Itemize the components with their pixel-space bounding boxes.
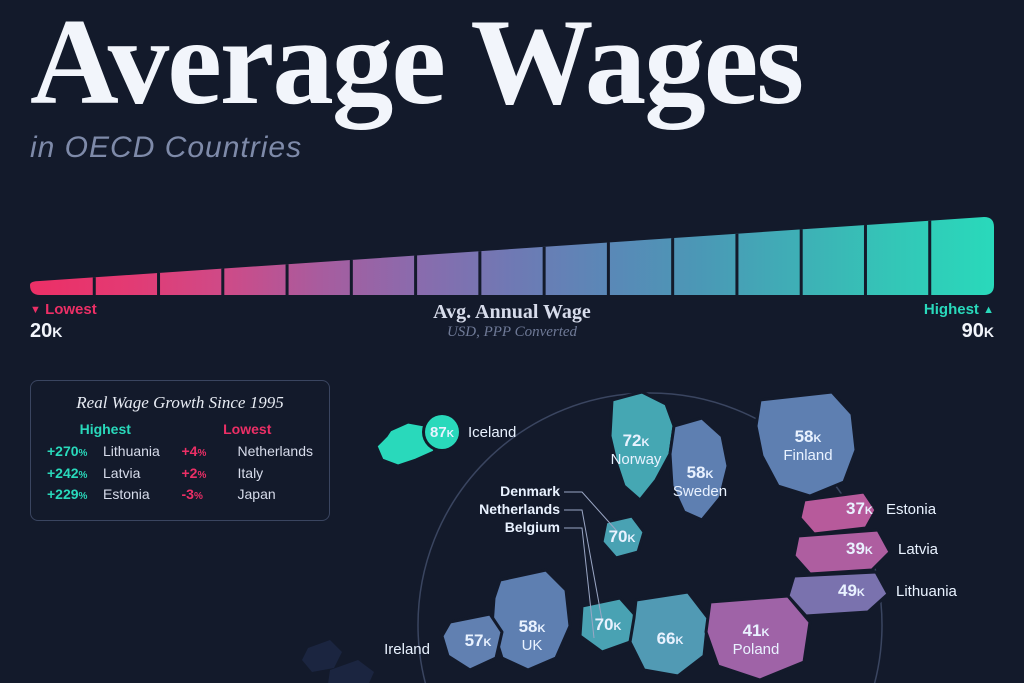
country-name: Poland xyxy=(733,641,780,658)
growth-row: +229%Estonia xyxy=(47,484,164,506)
europe-map: 87K Iceland72KNorway58KSweden58KFinland3… xyxy=(290,370,1010,683)
scale-wedge xyxy=(30,215,994,295)
scale-highest: Highest ▲ 90K xyxy=(924,301,994,343)
country-name: Norway xyxy=(611,451,662,468)
scale-center-label: Avg. Annual Wage USD, PPP Converted xyxy=(30,301,994,341)
country-name: UK xyxy=(522,637,543,654)
country-name: Finland xyxy=(783,447,832,464)
country-name: Ireland xyxy=(384,641,430,658)
leader-label: Denmark xyxy=(500,483,560,499)
page-subtitle: in OECD Countries xyxy=(30,131,1010,165)
growth-legend: Real Wage Growth Since 1995 Highest +270… xyxy=(30,380,330,521)
color-scale: ▼ Lowest 20K Avg. Annual Wage USD, PPP C… xyxy=(30,215,994,301)
country-name: Latvia xyxy=(898,541,939,558)
page-title: Average Wages xyxy=(30,0,1010,123)
country-name: Lithuania xyxy=(896,583,958,600)
triangle-up-icon: ▲ xyxy=(983,304,994,316)
country-name: Iceland xyxy=(468,424,516,441)
leader-label: Belgium xyxy=(505,519,560,535)
country-name: Estonia xyxy=(886,501,937,518)
growth-row: +242%Latvia xyxy=(47,463,164,485)
country-latvia xyxy=(794,530,890,574)
leader-label: Netherlands xyxy=(479,501,560,517)
growth-highest-col: Highest +270%Lithuania+242%Latvia+229%Es… xyxy=(47,421,164,506)
country-name: Sweden xyxy=(673,483,727,500)
growth-row: +270%Lithuania xyxy=(47,441,164,463)
growth-title: Real Wage Growth Since 1995 xyxy=(47,393,313,413)
